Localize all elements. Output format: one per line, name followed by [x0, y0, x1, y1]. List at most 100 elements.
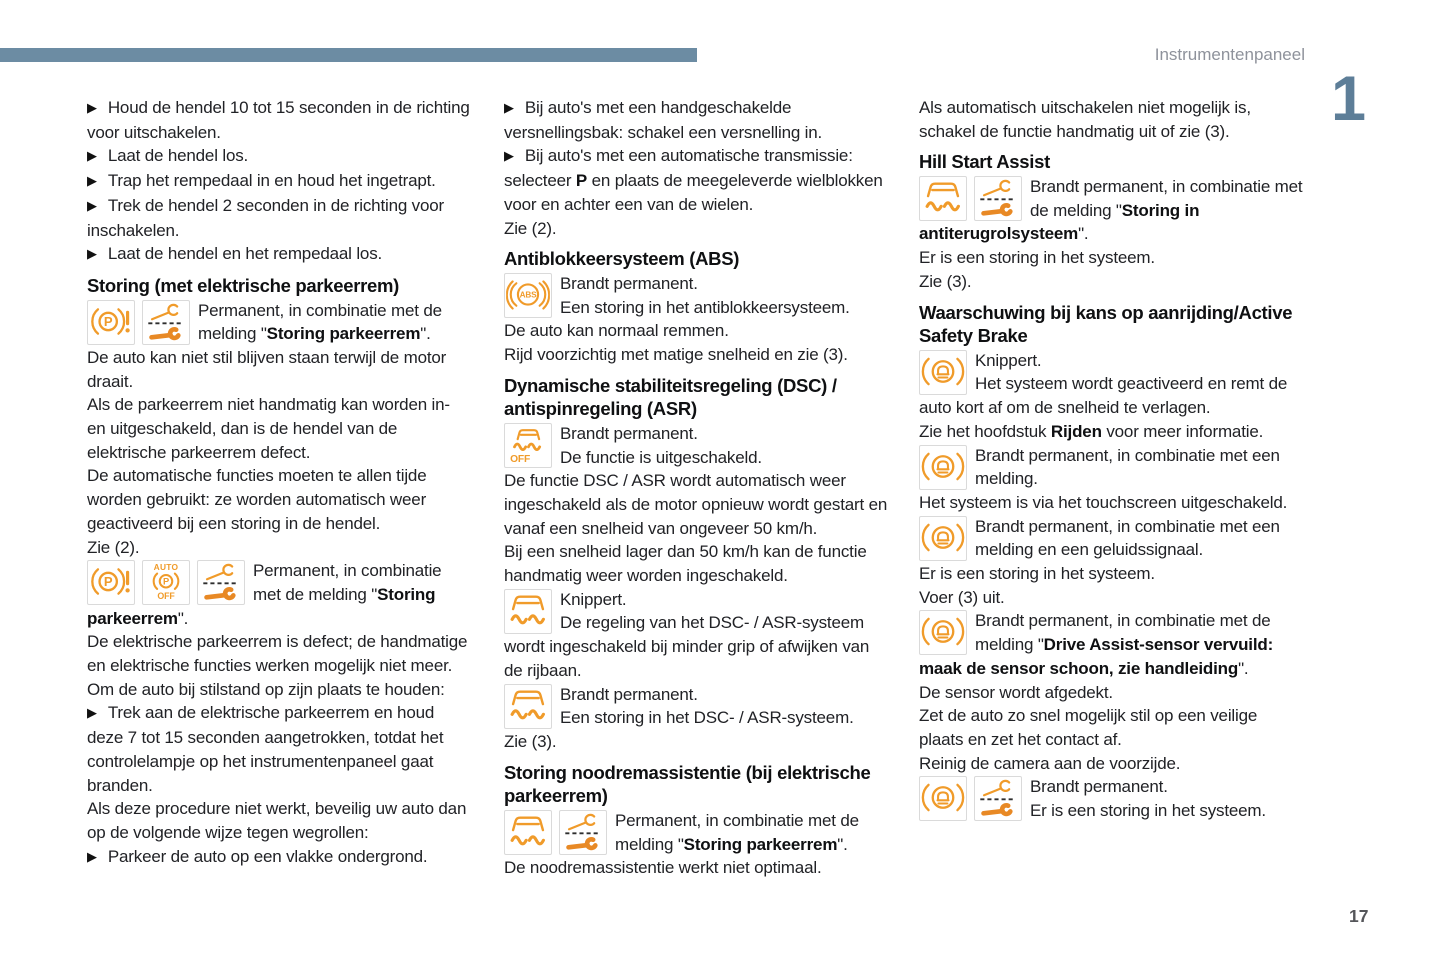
- section-heading: Dynamische stabiliteitsregeling (DSC) / …: [504, 374, 837, 420]
- instruction-step: ▶ Trek aan de elektrische parkeerrem en h…: [87, 701, 471, 797]
- indicator-text: Brandt permanent, in combinatie met een …: [975, 445, 1280, 489]
- section-heading: Waarschuwing bij kans op aanrijding/Acti…: [919, 301, 1293, 347]
- warning-lamp-icons: [504, 272, 552, 318]
- running-header: Instrumentenpaneel: [1154, 45, 1305, 64]
- service-wrench-icon: [974, 176, 1022, 221]
- indicator-row: Brandt permanent. Een storing in het ant…: [504, 272, 888, 319]
- body-text: De auto kan normaal remmen.: [504, 321, 729, 341]
- instruction-step: ▶ Trap het rempedaal in en houd het inget…: [87, 169, 471, 194]
- body-text: Als de parkeerrem niet handmatig kan wor…: [87, 395, 450, 462]
- body-text: Rijd voorzichtig met matige snelheid en …: [504, 344, 848, 364]
- body-text: Voer (3) uit.: [919, 587, 1005, 607]
- page-number: 17: [1349, 906, 1369, 926]
- chapter-reference: Rijden: [1050, 421, 1102, 441]
- section-heading: Antiblokkeersysteem (ABS): [504, 248, 740, 270]
- instruction-step: ▶ Houd de hendel 10 tot 15 seconden in de…: [87, 96, 471, 144]
- step-bullet-icon: ▶: [87, 246, 97, 262]
- body-text: Zie (2).: [87, 537, 140, 557]
- indicator-row: Brandt permanent, in combinatie met de m…: [919, 175, 1303, 246]
- step-text: Laat de hendel en het rempedaal los.: [107, 244, 383, 264]
- step-text: Parkeer de auto op een vlakke ondergrond…: [107, 846, 428, 866]
- indicator-row: Permanent, in combinatie met de melding …: [87, 559, 471, 630]
- active-safety-brake-icon: [919, 444, 967, 490]
- active-safety-brake-icon: [919, 610, 967, 656]
- body-text: De auto kan niet stil blijven staan terw…: [87, 347, 447, 391]
- indicator-text: ".: [837, 834, 848, 854]
- indicator-text: Permanent, in combinatie met de melding …: [615, 810, 859, 854]
- warning-lamp-icons: [919, 515, 967, 561]
- indicator-row: Brandt permanent. De functie is uitgesch…: [504, 422, 888, 469]
- abs-warning-icon: [504, 272, 552, 318]
- section-heading: Storing (met elektrische parkeerrem): [87, 274, 400, 296]
- indicator-row: Brandt permanent, in combinatie met de m…: [919, 609, 1303, 680]
- instruction-step: ▶ Bij auto's met een automatische transmi…: [504, 144, 888, 216]
- indicator-text: De functie is uitgeschakeld.: [560, 447, 762, 467]
- indicator-text: Brandt permanent, in combinatie met een …: [975, 516, 1280, 560]
- body-text: Zie (3).: [919, 271, 972, 291]
- service-wrench-icon: [142, 299, 190, 345]
- step-bullet-icon: ▶: [87, 173, 97, 189]
- indicator-text: Een storing in het DSC- / ASR-systeem.: [560, 708, 854, 728]
- indicator-text: ".: [177, 608, 189, 628]
- service-wrench-icon: [974, 776, 1022, 822]
- column-middle: ▶ Bij auto's met een handgeschakelde vers…: [504, 96, 888, 880]
- body-text: Zie (2).: [504, 218, 557, 238]
- body-text: Er is een storing in het systeem.: [919, 248, 1155, 268]
- body-text: De noodremassistentie werkt niet optimaa…: [504, 858, 822, 878]
- step-text: Bij auto's met een handgeschakelde versn…: [504, 98, 823, 142]
- body-text: Zet de auto zo snel mogelijk stil op een…: [919, 706, 1258, 749]
- column-right: Als automatisch uitschakelen niet mogeli…: [919, 96, 1303, 823]
- indicator-text: De regeling van het DSC- / ASR-systeem w…: [504, 613, 870, 680]
- body-text: Zie het hoofdstuk: [919, 421, 1051, 441]
- warning-lamp-icons: [919, 176, 1022, 221]
- indicator-row: Permanent, in combinatie met de melding …: [87, 299, 471, 346]
- indicator-text: Knippert.: [560, 589, 627, 609]
- step-bullet-icon: ▶: [504, 148, 514, 164]
- warning-lamp-icons: [919, 776, 1022, 822]
- chapter-number: 1: [1331, 64, 1366, 134]
- warning-lamp-icons: [504, 809, 607, 855]
- gear-position-label: P: [575, 171, 588, 191]
- indicator-row: Brandt permanent, in combinatie met een …: [919, 444, 1303, 491]
- indicator-text: Brandt permanent.: [560, 423, 698, 443]
- body-text: Reinig de camera aan de voorzijde.: [919, 753, 1181, 773]
- dsc-asr-off-icon: [504, 422, 552, 468]
- warning-lamp-icons: [919, 349, 967, 395]
- warning-lamp-icons: [87, 299, 190, 345]
- step-text: Bij auto's met een automatische transmis…: [504, 146, 853, 191]
- warning-lamp-icons: [504, 588, 552, 634]
- indicator-text: Het systeem wordt geactiveerd en remt de…: [919, 374, 1288, 418]
- instruction-step: ▶ Laat de hendel en het rempedaal los.: [87, 242, 471, 267]
- indicator-text: ".: [420, 324, 431, 344]
- indicator-text: Brandt permanent, in combinatie met de m…: [1030, 177, 1303, 220]
- body-text: Het systeem is via het touchscreen uitge…: [919, 492, 1288, 512]
- message-name: Storing parkeerrem: [683, 834, 838, 854]
- auto-park-off-icon: [142, 560, 190, 606]
- indicator-text: Een storing in het antiblokkeersysteem.: [560, 297, 850, 317]
- indicator-text: Er is een storing in het systeem.: [1030, 801, 1266, 821]
- indicator-text: Permanent, in combinatie met de melding …: [198, 300, 442, 344]
- hill-start-assist-icon: [919, 176, 967, 221]
- body-text: De elektrische parkeerrem is defect; de …: [87, 632, 468, 676]
- dsc-asr-warning-icon: [504, 588, 552, 634]
- step-bullet-icon: ▶: [87, 705, 97, 721]
- indicator-row: Brandt permanent. Er is een storing in h…: [919, 775, 1303, 822]
- step-bullet-icon: ▶: [87, 100, 97, 115]
- column-left: ▶ Houd de hendel 10 tot 15 seconden in de…: [87, 96, 471, 869]
- message-name: Storing in antiterugrolsysteem: [919, 200, 1200, 244]
- parking-brake-fault-icon: [87, 560, 135, 606]
- section-heading: Hill Start Assist: [919, 151, 1050, 173]
- indicator-text: Brandt permanent.: [1030, 777, 1168, 797]
- step-bullet-icon: ▶: [87, 148, 97, 164]
- body-text: voor meer informatie.: [1101, 421, 1264, 441]
- step-text: en plaats de meegeleverde wielblokken vo…: [504, 171, 883, 214]
- step-bullet-icon: ▶: [87, 848, 97, 864]
- step-text: Trek de hendel 2 seconden in de richting…: [87, 195, 445, 240]
- indicator-row: Brandt permanent. Een storing in het DSC…: [504, 683, 888, 730]
- instruction-step: ▶ Bij auto's met een handgeschakelde vers…: [504, 96, 888, 144]
- step-text: Houd de hendel 10 tot 15 seconden in de …: [87, 98, 470, 142]
- active-safety-brake-icon: [919, 515, 967, 561]
- body-text: Zie (3).: [504, 731, 557, 751]
- step-bullet-icon: ▶: [87, 197, 97, 213]
